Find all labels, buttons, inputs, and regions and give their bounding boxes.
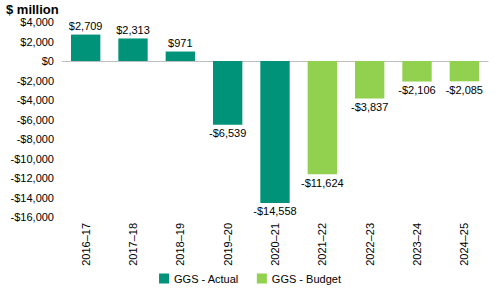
svg-text:-$3,837: -$3,837: [351, 101, 388, 113]
svg-text:GGS - Actual: GGS - Actual: [174, 273, 238, 285]
svg-text:-$8,000: -$8,000: [17, 133, 54, 145]
svg-text:$ million: $ million: [6, 2, 59, 17]
svg-text:-$2,085: -$2,085: [446, 84, 483, 96]
svg-text:2022–23: 2022–23: [364, 223, 376, 266]
svg-text:2023–24: 2023–24: [411, 223, 423, 266]
svg-text:-$10,000: -$10,000: [11, 153, 54, 165]
svg-text:$971: $971: [168, 37, 192, 49]
svg-text:2017–18: 2017–18: [127, 223, 139, 266]
svg-text:-$11,624: -$11,624: [301, 177, 344, 189]
svg-text:2021–22: 2021–22: [316, 223, 328, 266]
svg-text:$2,709: $2,709: [69, 20, 103, 32]
svg-text:2024–25: 2024–25: [458, 223, 470, 266]
svg-text:-$14,000: -$14,000: [11, 192, 54, 204]
svg-text:$2,313: $2,313: [116, 24, 150, 36]
svg-text:2018–19: 2018–19: [174, 223, 186, 266]
svg-text:-$2,000: -$2,000: [17, 75, 54, 87]
svg-text:2020–21: 2020–21: [269, 223, 281, 266]
svg-text:2019–20: 2019–20: [222, 223, 234, 266]
svg-text:$0: $0: [42, 55, 54, 67]
svg-text:-$6,000: -$6,000: [17, 114, 54, 126]
svg-text:GGS - Budget: GGS - Budget: [272, 273, 341, 285]
svg-text:$4,000: $4,000: [20, 16, 54, 28]
svg-text:-$16,000: -$16,000: [11, 211, 54, 223]
svg-text:-$2,106: -$2,106: [398, 84, 435, 96]
svg-text:-$6,539: -$6,539: [209, 127, 246, 139]
svg-text:-$4,000: -$4,000: [17, 94, 54, 106]
svg-text:2016–17: 2016–17: [80, 223, 92, 266]
svg-text:-$14,558: -$14,558: [253, 205, 296, 217]
svg-text:$2,000: $2,000: [20, 36, 54, 48]
svg-text:-$12,000: -$12,000: [11, 172, 54, 184]
